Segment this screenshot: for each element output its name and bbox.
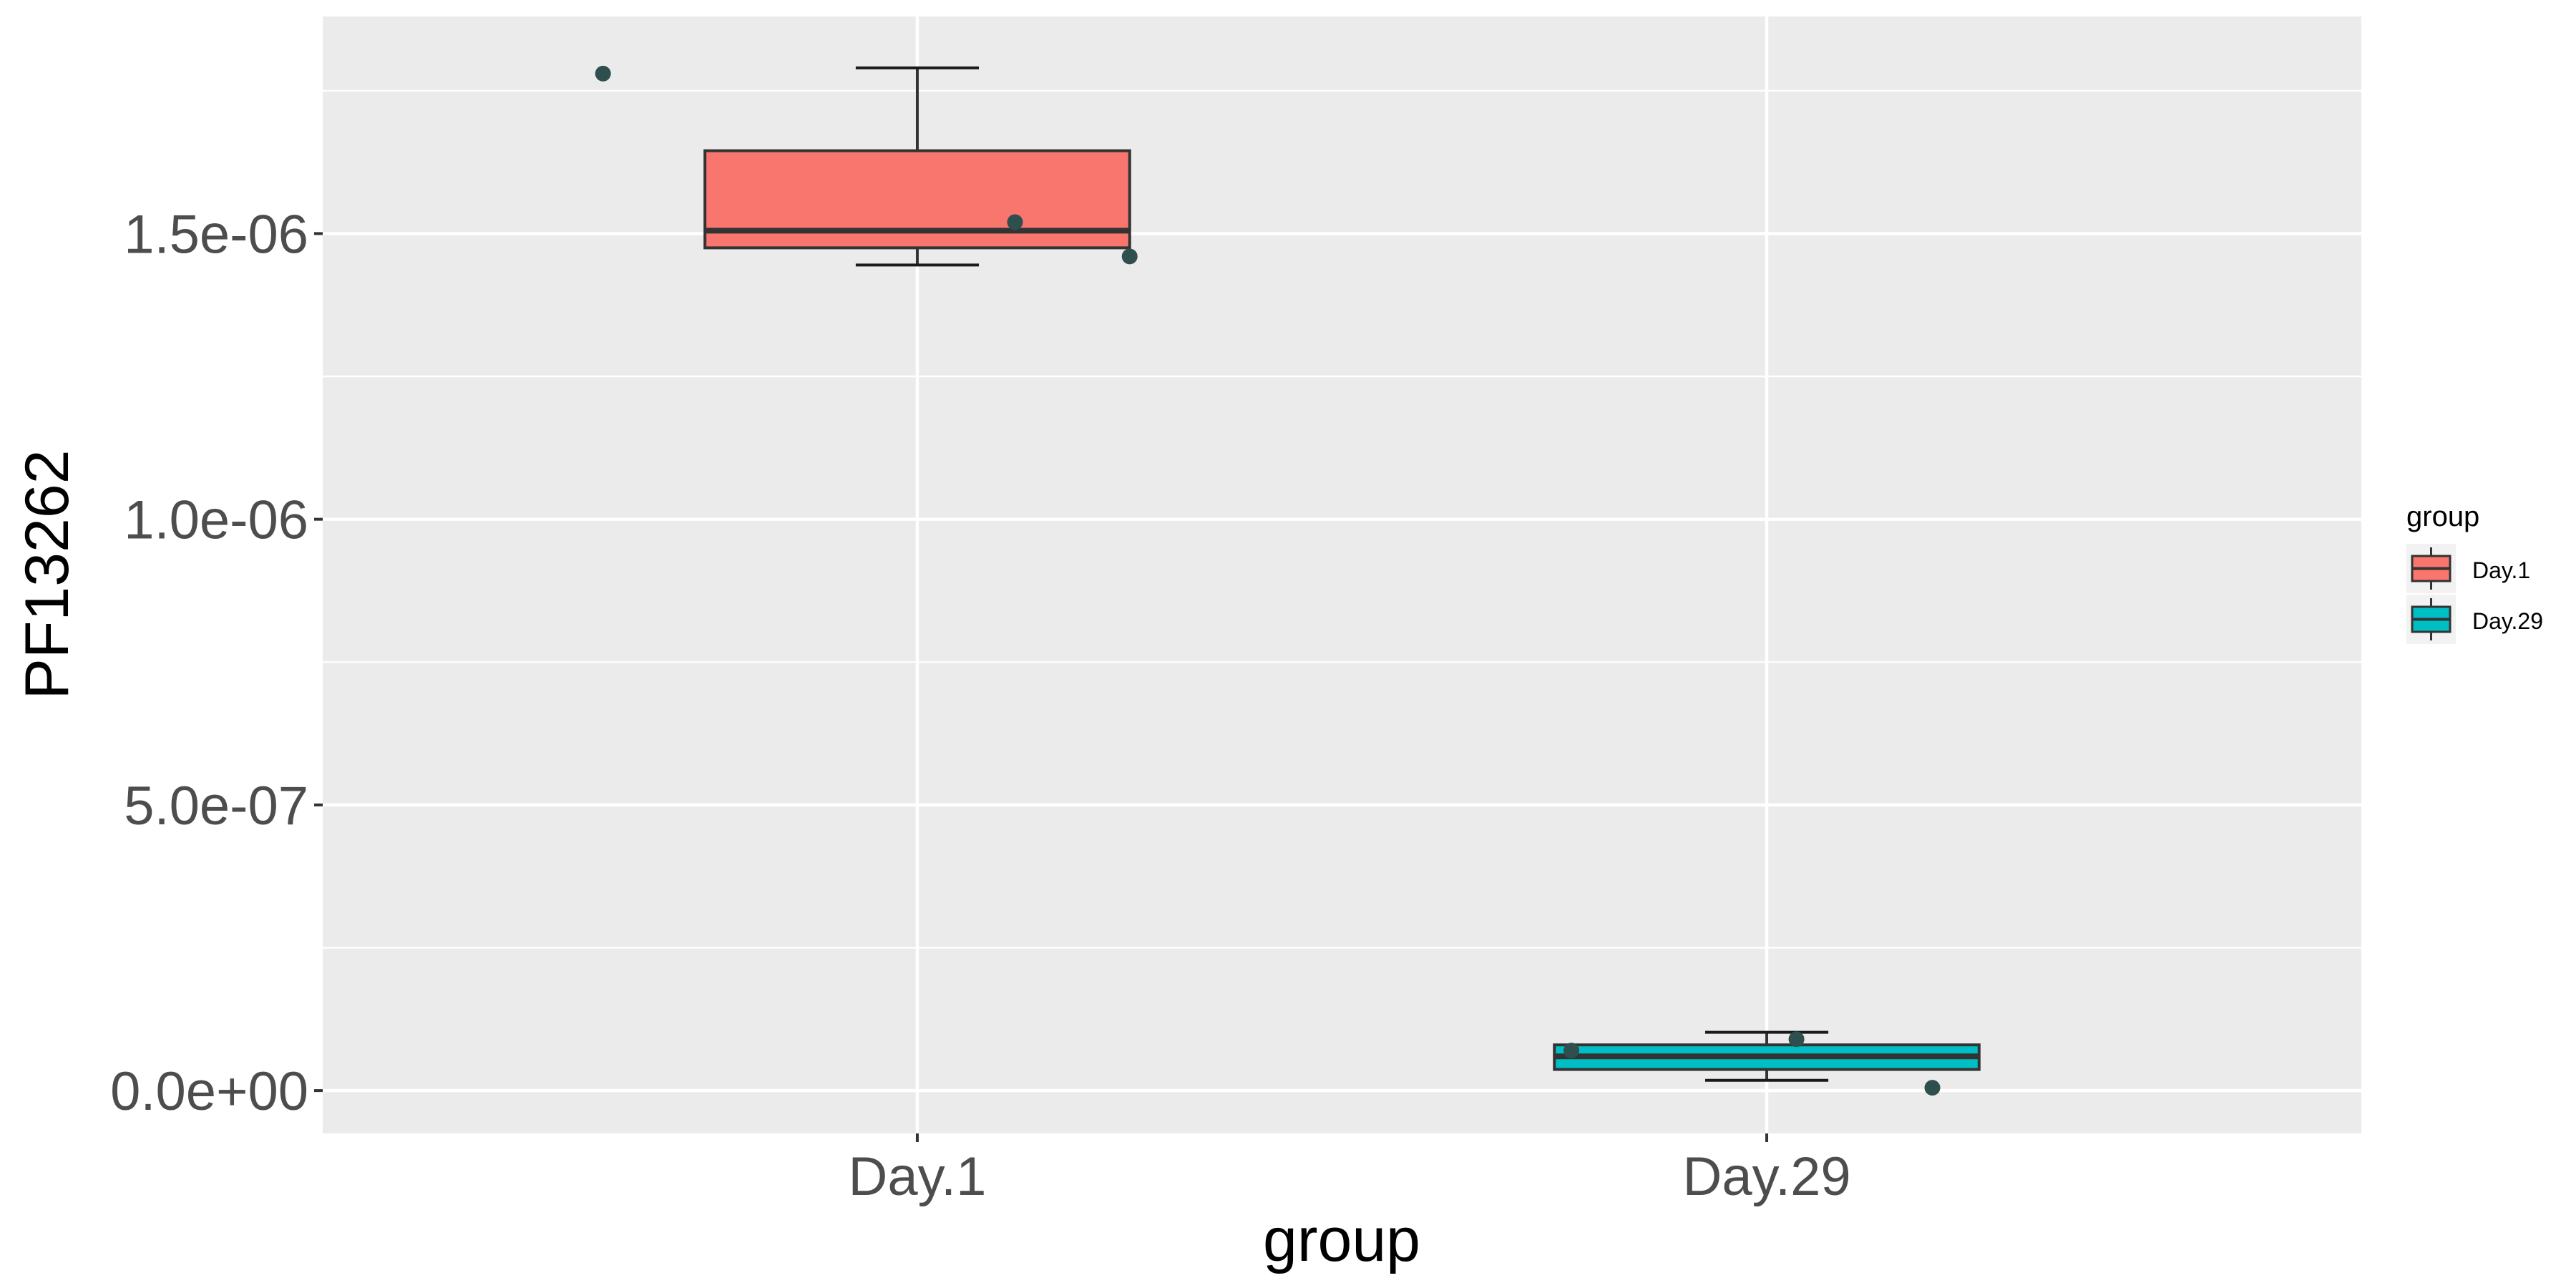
- box-day-1: [703, 66, 1131, 267]
- y-axis-title: PF13262: [13, 449, 82, 699]
- points-layer: [595, 65, 1941, 1096]
- boxes-layer: [703, 66, 1981, 1082]
- x-tick-label: Day.29: [1682, 1146, 1850, 1207]
- minor-gridlines: [323, 89, 2361, 949]
- data-point: [1924, 1080, 1941, 1096]
- legend-label: Day.29: [2472, 608, 2543, 634]
- y-tick-label: 1.5e-06: [124, 204, 308, 265]
- box-day-29: [1553, 1030, 1981, 1082]
- data-point: [595, 65, 611, 82]
- legend-key-day-29: [2406, 595, 2456, 644]
- major-gridlines: [323, 16, 2361, 1133]
- data-point: [1121, 248, 1138, 265]
- y-axis: 0.0e+00 5.0e-07 1.0e-06 1.5e-06: [110, 204, 323, 1122]
- data-point: [1007, 214, 1023, 230]
- y-tick-label: 5.0e-07: [124, 776, 308, 836]
- y-tick-label: 0.0e+00: [110, 1061, 308, 1122]
- legend-title: group: [2406, 501, 2479, 532]
- plot-panel: [323, 16, 2361, 1133]
- x-axis: Day.1 Day.29: [849, 1133, 1851, 1207]
- x-tick-label: Day.1: [849, 1146, 987, 1207]
- legend-label: Day.1: [2472, 557, 2530, 583]
- y-tick-label: 1.0e-06: [124, 490, 308, 551]
- data-point: [1563, 1043, 1580, 1059]
- data-point: [1788, 1031, 1805, 1048]
- legend: group Day.1 Day.29: [2406, 501, 2543, 644]
- x-axis-title: group: [1263, 1206, 1420, 1274]
- legend-key-day-1: [2406, 544, 2456, 593]
